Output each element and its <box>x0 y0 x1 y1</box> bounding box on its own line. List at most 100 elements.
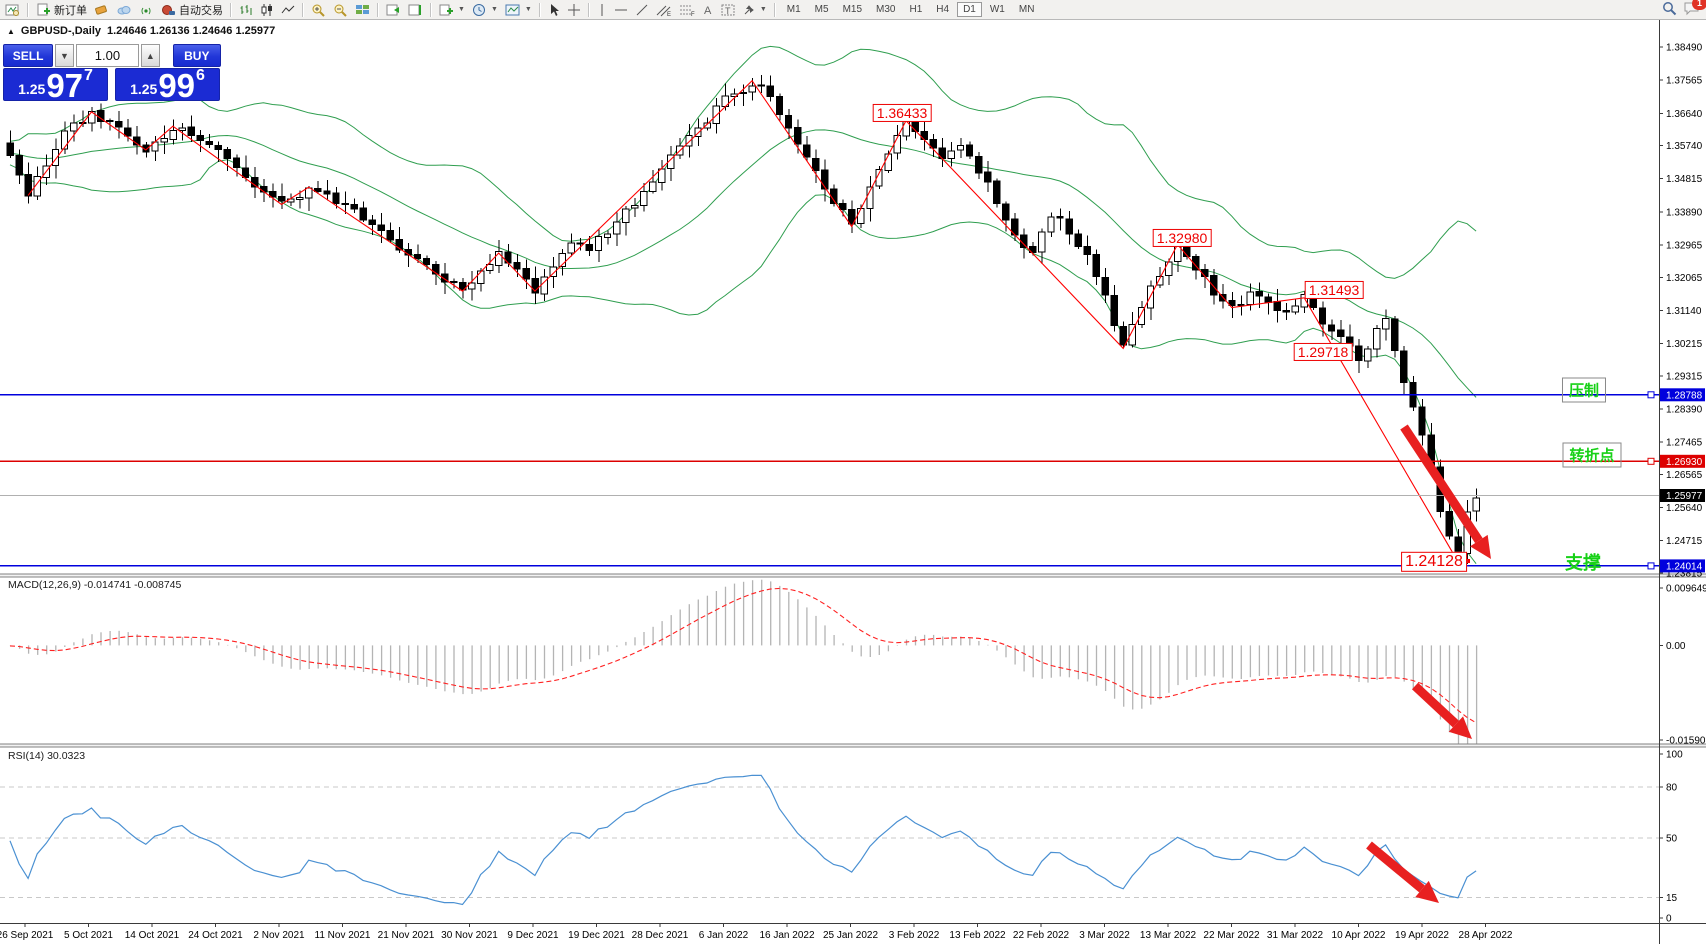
timeframe-group: M1 M5 M15 M30 H1 H4 D1 W1 MN <box>780 2 1042 17</box>
new-order-button[interactable]: 新订单 <box>33 1 90 18</box>
date-tick-label: 22 Mar 2022 <box>1203 930 1260 941</box>
zigzag-trendlines[interactable] <box>27 79 1459 563</box>
line-handle[interactable] <box>1647 457 1655 465</box>
panel-separator[interactable] <box>0 744 1706 747</box>
cursor-icon[interactable] <box>545 1 563 18</box>
line-handle[interactable] <box>1647 562 1655 570</box>
rsi-panel[interactable] <box>0 774 1659 906</box>
date-tick-label: 31 Mar 2022 <box>1267 930 1324 941</box>
panel-separator[interactable] <box>0 574 1706 577</box>
red-arrow-object[interactable] <box>1400 424 1491 559</box>
date-tick-label: 9 Dec 2021 <box>507 930 559 941</box>
zoom-in-icon[interactable] <box>308 1 329 18</box>
macd-panel[interactable] <box>9 579 1478 746</box>
autotrading-button[interactable]: 自动交易 <box>158 1 226 18</box>
bar-chart-icon[interactable] <box>236 1 256 18</box>
buy-price-display[interactable]: 1.25 99 6 <box>115 68 220 102</box>
cloud-icon[interactable] <box>113 1 135 18</box>
horizontal-line-icon[interactable] <box>611 1 631 18</box>
date-tick-label: 13 Feb 2022 <box>949 930 1006 941</box>
fibonacci-icon[interactable]: F <box>676 1 698 18</box>
price-badge <box>1660 559 1705 573</box>
candlestick-chart-icon[interactable] <box>257 1 277 18</box>
indicators-button[interactable]: ▼ <box>502 1 535 18</box>
volume-increase-button[interactable]: ▲ <box>140 44 160 67</box>
text-label-icon[interactable]: T <box>718 1 738 18</box>
price-badge <box>1660 388 1705 402</box>
timeframe-m1-button[interactable]: M1 <box>786 4 801 15</box>
text-icon[interactable]: A <box>699 1 717 18</box>
eraser-icon[interactable] <box>91 1 112 18</box>
date-tick-label: 10 Apr 2022 <box>1332 930 1386 941</box>
timeframe-m5-button[interactable]: M5 <box>814 4 829 15</box>
volume-decrease-button[interactable]: ▼ <box>55 44 74 67</box>
sell-price-sup: 7 <box>84 67 93 84</box>
date-tick-label: 26 Sep 2021 <box>0 930 54 941</box>
rsi-scale-label: 100 <box>1666 750 1683 761</box>
price-callout-label: 1.36433 <box>872 103 932 123</box>
toolbar-separator <box>302 2 304 17</box>
timeframe-d1-button[interactable]: D1 <box>957 2 982 17</box>
new-chart-button[interactable]: ▼ <box>436 1 468 18</box>
timeframe-m30-button[interactable]: M30 <box>876 4 896 15</box>
price-tick-label: 1.26565 <box>1666 470 1703 481</box>
price-badge-value: 1.24014 <box>1666 561 1703 572</box>
volume-field[interactable]: 1.00 <box>75 44 139 67</box>
sell-button[interactable]: SELL <box>3 44 54 67</box>
zone-annotation-label: 支撑 <box>1565 553 1601 573</box>
date-tick-label: 22 Feb 2022 <box>1013 930 1070 941</box>
toolbar-separator <box>377 2 379 17</box>
chart-shift-icon[interactable] <box>405 1 426 18</box>
timeframe-h4-button[interactable]: H4 <box>936 4 950 15</box>
vertical-line-icon[interactable] <box>594 1 610 18</box>
auto-scroll-icon[interactable] <box>383 1 404 18</box>
price-callout-label: 1.29718 <box>1293 342 1353 362</box>
price-tick-label: 1.36640 <box>1666 109 1703 120</box>
price-tick-label: 1.33890 <box>1666 207 1703 218</box>
sell-price-display[interactable]: 1.25 97 7 <box>3 67 108 102</box>
signal-icon[interactable] <box>136 1 157 18</box>
rsi-indicator-label: RSI(14) 30.0323 <box>8 750 86 762</box>
tile-windows-icon[interactable] <box>352 1 373 18</box>
zone-annotation-label: 转折点 <box>1562 442 1622 468</box>
line-chart-icon[interactable] <box>278 1 298 18</box>
chat-icon[interactable]: 1 <box>1683 0 1706 19</box>
main-price-panel[interactable] <box>0 45 1659 570</box>
autotrading-label: 自动交易 <box>179 4 223 17</box>
chart-symbol-label: GBPUSD-,Daily <box>20 25 101 37</box>
red-arrow-object[interactable] <box>1411 682 1472 739</box>
macd-signal-line <box>9 587 1477 724</box>
buy-button[interactable]: BUY <box>172 44 221 67</box>
red-arrow-object[interactable] <box>1366 841 1439 903</box>
bollinger-upper-band <box>9 45 1477 279</box>
timeframe-w1-button[interactable]: W1 <box>989 4 1005 15</box>
price-tick-label: 1.35740 <box>1666 141 1703 152</box>
date-tick-label: 19 Apr 2022 <box>1395 930 1449 941</box>
trendline-icon[interactable] <box>632 1 652 18</box>
equidistant-channel-icon[interactable]: E <box>653 1 675 18</box>
timeframe-mn-button[interactable]: MN <box>1018 4 1035 15</box>
date-tick-label: 24 Oct 2021 <box>188 930 243 941</box>
timeframe-h1-button[interactable]: H1 <box>909 4 923 15</box>
periods-clock-button[interactable]: ▼ <box>469 1 501 18</box>
toolbar-separator <box>27 2 29 17</box>
date-tick-label: 16 Jan 2022 <box>759 930 814 941</box>
crosshair-icon[interactable] <box>564 1 584 18</box>
price-tick-label: 1.28390 <box>1666 405 1703 416</box>
charts-windows-icon[interactable] <box>2 1 23 18</box>
timeframe-m15-button[interactable]: M15 <box>842 4 863 15</box>
line-handle[interactable] <box>1647 391 1655 399</box>
arrows-objects-button[interactable]: ▼ <box>739 1 770 18</box>
toolbar-separator <box>430 2 432 17</box>
search-icon[interactable] <box>1662 1 1677 19</box>
collapse-triangle-icon[interactable]: ▲ <box>7 26 15 36</box>
price-tick-label: 1.32965 <box>1666 241 1703 252</box>
zoom-out-icon[interactable] <box>330 1 351 18</box>
rsi-scale-label: 50 <box>1666 834 1678 845</box>
toolbar-separator <box>587 2 590 17</box>
callout-anchor <box>1466 559 1470 563</box>
date-tick-label: 11 Nov 2021 <box>315 930 371 941</box>
price-tick-label: 1.32065 <box>1666 273 1703 284</box>
chart-ohlc-values: 1.24646 1.26136 1.24646 1.25977 <box>107 25 276 37</box>
